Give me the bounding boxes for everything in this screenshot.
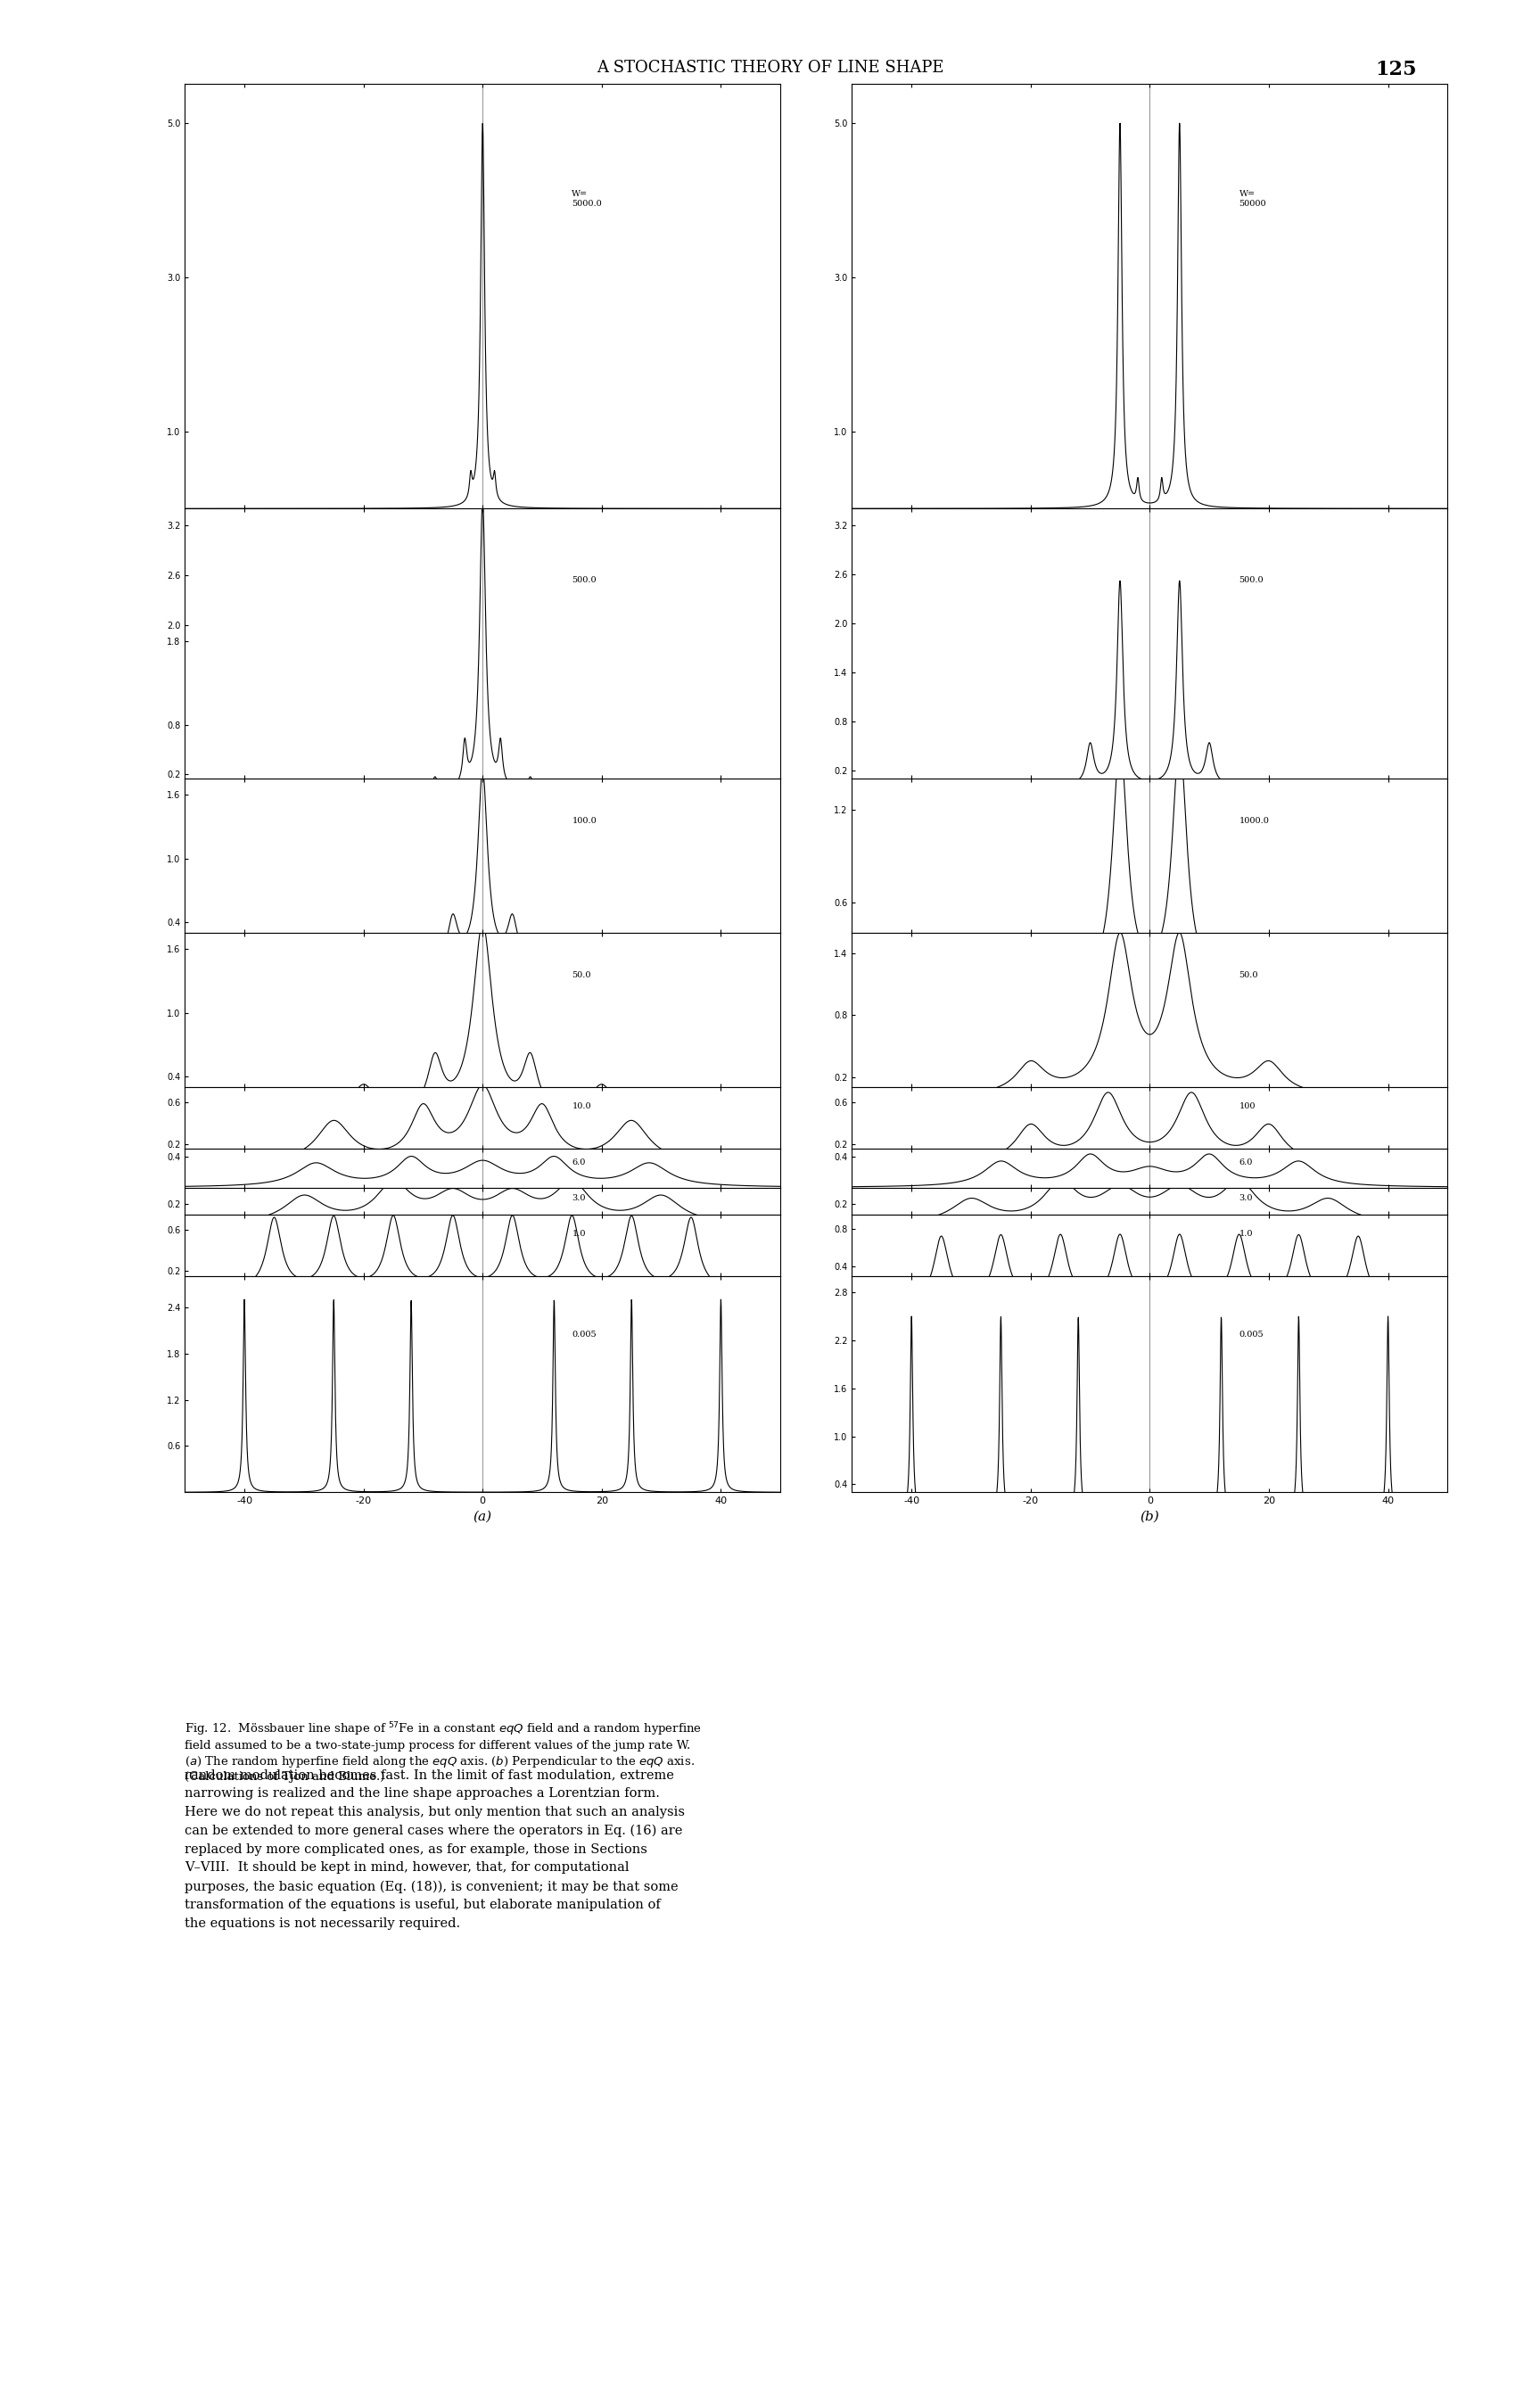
- Text: 50.0: 50.0: [571, 972, 591, 980]
- Text: 1.0: 1.0: [1240, 1230, 1254, 1237]
- Text: A STOCHASTIC THEORY OF LINE SHAPE: A STOCHASTIC THEORY OF LINE SHAPE: [596, 60, 944, 77]
- Text: 500.0: 500.0: [1240, 575, 1264, 585]
- Text: W=
50000: W= 50000: [1240, 190, 1266, 207]
- Text: 10.0: 10.0: [571, 1102, 591, 1110]
- Text: 500.0: 500.0: [571, 575, 596, 585]
- Text: 6.0: 6.0: [1240, 1158, 1254, 1167]
- Text: 125: 125: [1375, 60, 1417, 79]
- Text: 1.0: 1.0: [571, 1230, 585, 1237]
- Text: 100: 100: [1240, 1102, 1255, 1110]
- Text: 0.005: 0.005: [571, 1331, 596, 1338]
- X-axis label: (a): (a): [473, 1512, 493, 1524]
- Text: Fig. 12.  Mössbauer line shape of $^{57}$Fe in a constant $eqQ$ field and a rand: Fig. 12. Mössbauer line shape of $^{57}$…: [185, 1721, 702, 1784]
- Text: 50.0: 50.0: [1240, 972, 1258, 980]
- Text: random modulation becomes fast. In the limit of fast modulation, extreme
narrowi: random modulation becomes fast. In the l…: [185, 1769, 685, 1930]
- Text: W=
5000.0: W= 5000.0: [571, 190, 602, 207]
- Text: 6.0: 6.0: [571, 1158, 585, 1167]
- X-axis label: (b): (b): [1140, 1512, 1160, 1524]
- Text: 3.0: 3.0: [571, 1194, 585, 1204]
- Text: 100.0: 100.0: [571, 818, 596, 826]
- Text: 0.005: 0.005: [1240, 1331, 1264, 1338]
- Text: 1000.0: 1000.0: [1240, 818, 1269, 826]
- Text: 3.0: 3.0: [1240, 1194, 1254, 1204]
